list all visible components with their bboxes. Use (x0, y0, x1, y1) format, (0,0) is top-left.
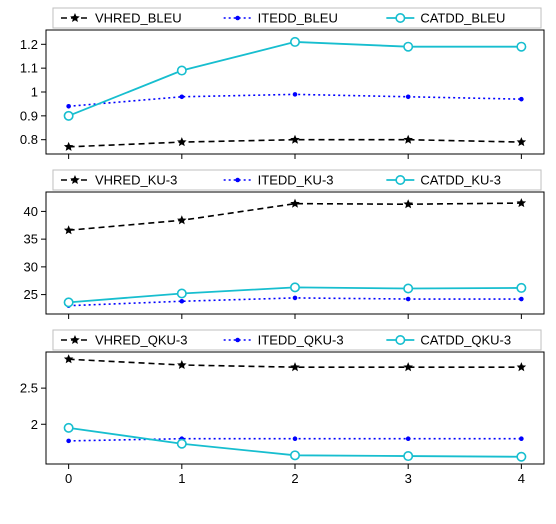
ytick-label: 1.1 (20, 61, 38, 76)
ytick-label: 30 (24, 259, 38, 274)
legend-label: CATDD_QKU-3 (420, 333, 511, 348)
legend-label: ITEDD_QKU-3 (258, 333, 344, 348)
xtick-label: 1 (178, 471, 185, 486)
legend-label: ITEDD_BLEU (258, 11, 338, 26)
xtick-label: 3 (405, 471, 412, 486)
panel-bleu: 0.8 0.9 1 1.1 1.2 VHRED_BLEU ITEDD_BLEU CATDD_B… (20, 8, 544, 159)
legend-label: VHRED_BLEU (95, 11, 182, 26)
ytick-label: 35 (24, 232, 38, 247)
xtick-label: 4 (518, 471, 525, 486)
panel-qku3: 2 2.5 0 1 2 3 4 VHRED_QKU-3 ITEDD_QKU-3 CATDD_QKU… (20, 330, 544, 486)
ytick-label: 0.9 (20, 108, 38, 123)
ytick-label: 40 (24, 204, 38, 219)
ytick-label: 2.5 (20, 381, 38, 396)
legend-label: CATDD_BLEU (420, 11, 505, 26)
chart-container: 0.8 0.9 1 1.1 1.2 VHRED_BLEU ITEDD_BLEU CATDD_B… (0, 0, 556, 524)
panel-ku3: 25 30 35 40 VHRED_KU-3 ITEDD_KU-3 CATDD_KU-3 (24, 170, 544, 319)
chart-svg: 0.8 0.9 1 1.1 1.2 VHRED_BLEU ITEDD_BLEU CATDD_B… (0, 0, 556, 524)
ytick-label: 1.2 (20, 37, 38, 52)
legend-label: ITEDD_KU-3 (258, 173, 334, 188)
legend-label: VHRED_QKU-3 (95, 333, 187, 348)
ytick-label: 1 (31, 85, 38, 100)
ytick-label: 25 (24, 287, 38, 302)
xtick-label: 0 (65, 471, 72, 486)
legend-label: VHRED_KU-3 (95, 173, 177, 188)
series-line-catdd (69, 42, 522, 116)
ytick-label: 2 (31, 417, 38, 432)
xtick-label: 2 (291, 471, 298, 486)
ytick-label: 0.8 (20, 132, 38, 147)
legend-label: CATDD_KU-3 (420, 173, 501, 188)
series-line-vhred (69, 203, 522, 230)
